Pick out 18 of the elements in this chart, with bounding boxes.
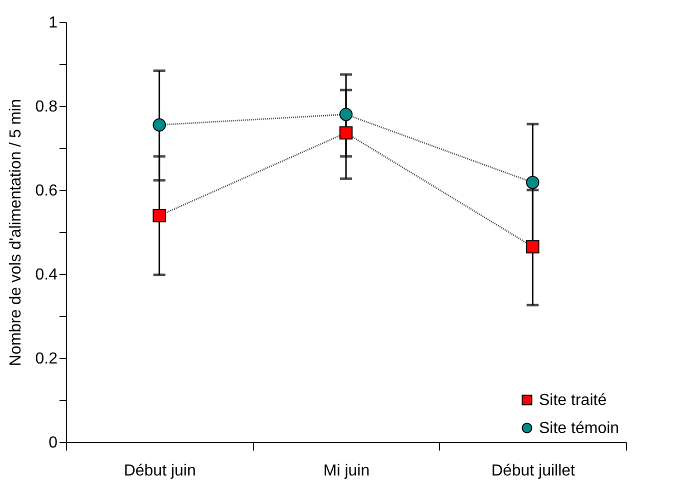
legend-label: Site traité: [539, 392, 607, 409]
point: [152, 118, 166, 132]
point: [526, 176, 540, 190]
x-tick-label: Début juillet: [491, 462, 576, 480]
x-tick-label: Début juin: [124, 462, 196, 480]
y-tick-label: 0.2: [35, 350, 58, 368]
y-tick-label: 0.4: [35, 266, 58, 284]
x-tick-label: Mi juin: [323, 462, 370, 480]
point: [339, 126, 353, 140]
point: [152, 208, 166, 222]
y-tick-label: 0.8: [35, 98, 58, 116]
point: [526, 240, 540, 254]
y-tick-label: 1: [48, 14, 58, 32]
point: [339, 108, 353, 122]
legend-label: Site témoin: [539, 420, 620, 437]
y-tick-label: 0.6: [35, 182, 58, 200]
y-tick-label: 0: [48, 434, 58, 452]
y-axis-title: Nombre de vols d'alimentation / 5 min: [7, 98, 24, 366]
